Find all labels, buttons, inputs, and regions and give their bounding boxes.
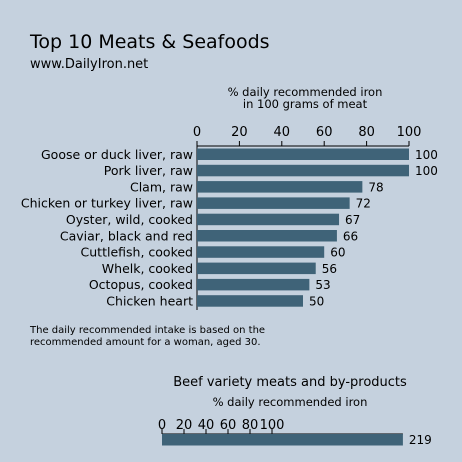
main-bars: Goose or duck liver, raw 100 Pork liver, r… (21, 147, 438, 309)
bar (197, 213, 340, 226)
second-tick-label: 0 (158, 418, 166, 433)
bar (197, 262, 316, 275)
second-x-axis: 0 20 40 60 80 100 (158, 418, 403, 435)
main-x-axis: 0 20 40 60 80 100 (193, 125, 422, 147)
category-label: Chicken or turkey liver, raw (21, 196, 193, 211)
value-label: 100 (415, 164, 438, 178)
bar (197, 295, 303, 307)
main-tick-label: 20 (231, 125, 248, 140)
main-tick-label: 80 (358, 125, 375, 140)
second-tick-label: 80 (242, 418, 259, 433)
value-label: 72 (356, 197, 371, 211)
main-tick-label: 0 (193, 125, 201, 140)
second-tick-label: 100 (260, 418, 285, 433)
value-label: 56 (322, 262, 337, 276)
bar (162, 434, 403, 446)
value-label: 67 (345, 213, 360, 227)
footnote-line2: recommended amount for a woman, aged 30. (30, 337, 261, 348)
second-tick-label: 20 (176, 418, 193, 433)
second-chart-subtitle: Beef variety meats and by-products (173, 375, 407, 390)
bar (197, 278, 310, 291)
category-label: Caviar, black and red (60, 228, 193, 243)
second-tick-label: 40 (198, 418, 215, 433)
second-axis-title: % daily recommended iron (213, 395, 368, 409)
value-label: 100 (415, 148, 438, 162)
main-tick-label: 60 (316, 125, 333, 140)
axis-title-line1: % daily recommended iron (228, 85, 383, 99)
category-label: Goose or duck liver, raw (41, 147, 193, 162)
second-tick-label: 60 (220, 418, 237, 433)
axis-title-line2: in 100 grams of meat (243, 97, 368, 111)
bar (197, 230, 337, 242)
value-label: 60 (330, 246, 345, 260)
category-label: Pork liver, raw (104, 163, 193, 178)
bar (197, 181, 363, 193)
value-label: 219 (409, 433, 432, 447)
value-label: 78 (368, 180, 383, 194)
category-label: Whelk, cooked (102, 261, 193, 276)
bar (197, 148, 409, 160)
footnote-line1: The daily recommended intake is based on… (29, 325, 265, 336)
value-label: 53 (315, 278, 330, 292)
value-label: 66 (343, 229, 358, 243)
category-label: Cuttlefish, cooked (81, 245, 193, 260)
bar (197, 246, 325, 258)
main-tick-label: 100 (397, 125, 422, 140)
category-label: Oyster, wild, cooked (66, 212, 193, 227)
value-label: 50 (309, 294, 324, 308)
category-label: Octopus, cooked (89, 277, 193, 292)
category-label: Chicken heart (106, 293, 193, 308)
bar (197, 197, 350, 209)
source-url: www.DailyIron.net (30, 57, 148, 72)
chart-title: Top 10 Meats & Seafoods (29, 31, 270, 53)
main-tick-label: 40 (274, 125, 291, 140)
category-label: Clam, raw (130, 179, 193, 194)
bar (197, 164, 409, 177)
second-bars: 219 (162, 433, 432, 447)
